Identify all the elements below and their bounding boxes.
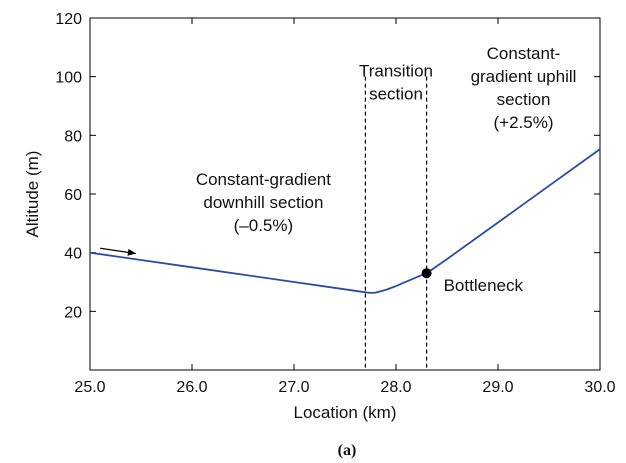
section-annotation-line: Constant- — [487, 44, 561, 63]
section-annotation-line: downhill section — [203, 193, 323, 212]
y-tick-label: 60 — [64, 187, 82, 204]
section-annotation-line: Constant-gradient — [196, 170, 331, 189]
figure-caption: (a) — [338, 442, 357, 459]
y-tick-label: 20 — [64, 304, 82, 321]
section-annotation-line: (+2.5%) — [494, 113, 554, 132]
y-tick-label: 100 — [55, 70, 82, 87]
x-tick-label: 29.0 — [482, 379, 513, 396]
x-tick-label: 28.0 — [380, 379, 411, 396]
bottleneck-label: Bottleneck — [444, 276, 524, 295]
x-tick-label: 25.0 — [74, 379, 105, 396]
bottleneck-marker — [421, 268, 432, 279]
y-tick-label: 120 — [55, 11, 82, 28]
direction-arrow-head — [127, 248, 136, 256]
section-annotation-line: gradient uphill — [471, 67, 577, 86]
altitude-series-line — [89, 148, 601, 294]
plot-area: 25.0 26.0 27.0 28.0 29.0 30.0 20 40 60 80 100 120 Lo… — [23, 11, 616, 422]
section-annotation-line: Transition — [359, 62, 433, 81]
x-axis-title: Location (km) — [294, 403, 397, 422]
x-tick-label: 30.0 — [584, 379, 615, 396]
section-annotation-line: (–0.5%) — [234, 216, 294, 235]
x-tick-label: 27.0 — [278, 379, 309, 396]
section-annotation-line: section — [497, 90, 551, 109]
y-tick-label: 80 — [64, 128, 82, 145]
y-axis-title: Altitude (m) — [23, 151, 42, 238]
x-tick-label: 26.0 — [176, 379, 207, 396]
section-annotation-line: section — [369, 85, 423, 104]
y-tick-label: 40 — [64, 246, 82, 263]
